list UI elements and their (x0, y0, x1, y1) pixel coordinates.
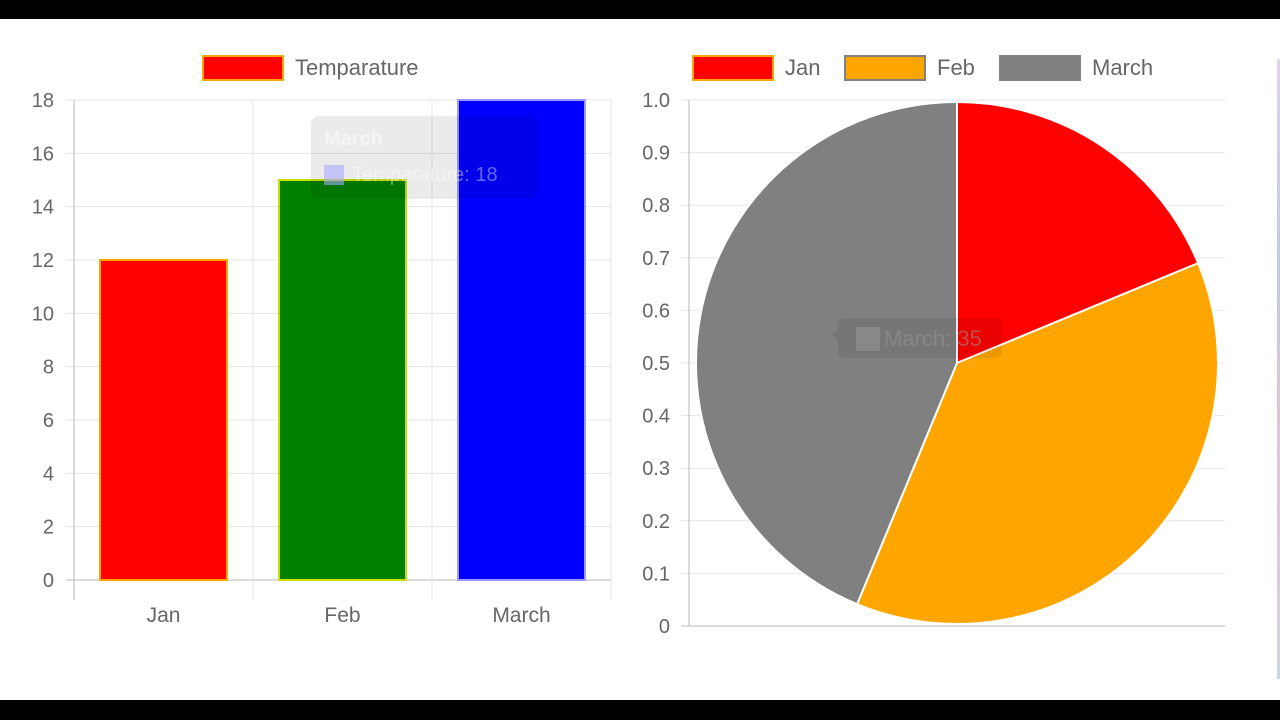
y-tick-label: 0.1 (642, 563, 670, 585)
bar-feb[interactable] (278, 179, 407, 581)
y-tick-label: 0.6 (642, 300, 670, 322)
legend-swatch-march[interactable] (999, 55, 1081, 81)
y-tick-label: 1.0 (642, 90, 670, 112)
tooltip-label: March: 35 (884, 326, 982, 351)
y-tick-label: 14 (32, 197, 54, 219)
legend-swatch-jan[interactable] (692, 55, 774, 81)
tooltip-title: March (324, 128, 383, 150)
pie-slice-feb[interactable] (855, 261, 1219, 625)
y-tick-label: 0 (43, 570, 54, 592)
y-tick-label: 12 (32, 250, 54, 272)
y-tick-label: 0.8 (642, 195, 670, 217)
tooltip-box (311, 116, 537, 199)
y-tick-label: 8 (43, 357, 54, 379)
tooltip-swatch (856, 327, 880, 351)
y-tick-label: 0.7 (642, 248, 670, 270)
pie-slice-march[interactable] (695, 100, 958, 606)
y-tick-label: 0.9 (642, 143, 670, 165)
y-tick-label: 0.2 (642, 511, 670, 533)
y-tick-label: 0.4 (642, 406, 670, 428)
bar-march[interactable] (457, 99, 586, 581)
bar-jan[interactable] (99, 259, 228, 581)
y-tick-label: 0 (659, 616, 670, 638)
tooltip-label: Temparature: 18 (352, 164, 498, 186)
legend-label-feb[interactable]: Feb (937, 55, 975, 80)
legend-label-march[interactable]: March (1092, 55, 1153, 80)
x-tick-label: Jan (147, 604, 181, 627)
x-tick-label: March (492, 604, 550, 627)
y-tick-label: 2 (43, 517, 54, 539)
legend-swatch-feb[interactable] (844, 55, 926, 81)
y-tick-label: 0.3 (642, 458, 670, 480)
y-tick-label: 16 (32, 143, 54, 165)
y-tick-label: 10 (32, 303, 54, 325)
chart-canvas-area: 0 2 4 6 8 10 12 14 16 18 Jan Feb March Temparature Mar… (0, 19, 1280, 700)
pie-slice-jan[interactable] (956, 100, 1200, 365)
y-tick-label: 4 (43, 463, 54, 485)
charts-svg: 0 2 4 6 8 10 12 14 16 18 Jan Feb March Temparature Mar… (32, 55, 1225, 638)
y-tick-label: 0.5 (642, 353, 670, 375)
tooltip-swatch (324, 165, 344, 185)
x-tick-label: Feb (324, 604, 360, 627)
y-tick-label: 18 (32, 90, 54, 112)
legend-label-temparature[interactable]: Temparature (295, 55, 419, 80)
legend-label-jan[interactable]: Jan (785, 55, 820, 80)
scrollbar-edge[interactable] (1277, 59, 1280, 679)
legend-swatch-temparature[interactable] (202, 55, 284, 81)
y-tick-label: 6 (43, 410, 54, 432)
